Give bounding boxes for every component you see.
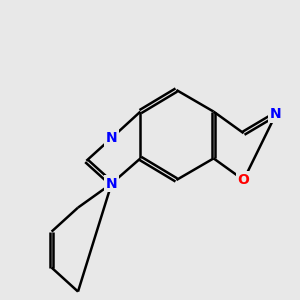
Text: N: N: [270, 107, 282, 121]
Text: N: N: [106, 131, 117, 145]
Text: O: O: [238, 173, 250, 187]
Text: N: N: [106, 177, 117, 190]
